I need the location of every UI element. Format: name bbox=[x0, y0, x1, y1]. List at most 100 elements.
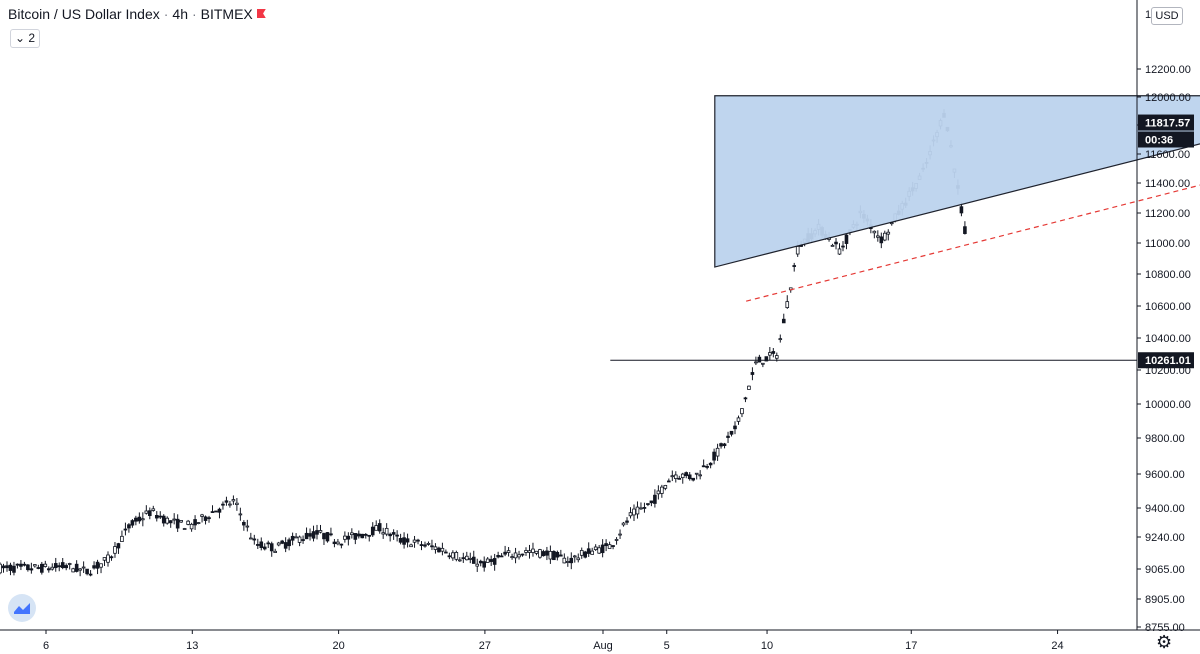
time-tick-label: 6 bbox=[43, 640, 49, 652]
candle-body bbox=[761, 362, 765, 365]
candle-body bbox=[266, 542, 271, 545]
candle bbox=[757, 354, 762, 363]
candle-body bbox=[99, 563, 103, 568]
candle bbox=[5, 561, 9, 572]
candle bbox=[19, 560, 23, 571]
candle-body bbox=[496, 555, 500, 558]
candle bbox=[729, 430, 734, 437]
candle bbox=[569, 552, 574, 570]
candle bbox=[663, 484, 668, 491]
candle-body bbox=[193, 519, 197, 526]
candle bbox=[792, 262, 797, 272]
candle-body bbox=[269, 543, 274, 552]
candle bbox=[179, 520, 183, 523]
candle bbox=[196, 522, 201, 525]
candle-body bbox=[701, 465, 706, 468]
candle bbox=[492, 553, 497, 571]
candle bbox=[53, 557, 58, 572]
candle-body bbox=[203, 516, 208, 521]
candle bbox=[726, 431, 730, 444]
candle-body bbox=[161, 515, 166, 524]
candle bbox=[844, 234, 849, 250]
candle bbox=[95, 559, 100, 575]
candle bbox=[963, 221, 967, 235]
candle-body bbox=[398, 538, 403, 543]
candle-body bbox=[85, 568, 89, 575]
candle-body bbox=[764, 356, 769, 362]
candle bbox=[15, 563, 20, 569]
candle bbox=[722, 442, 727, 449]
candle-body bbox=[113, 546, 117, 554]
candle bbox=[269, 541, 274, 557]
candle bbox=[677, 475, 682, 480]
candle-body bbox=[304, 532, 309, 540]
candle bbox=[593, 544, 598, 551]
candle-body bbox=[552, 551, 556, 561]
interval-label[interactable]: 4h bbox=[172, 6, 188, 22]
legend-toggle-button[interactable]: ⌄ 2 bbox=[10, 29, 40, 48]
candle bbox=[339, 543, 344, 549]
candle bbox=[50, 563, 55, 571]
candle bbox=[649, 500, 654, 507]
candle-body bbox=[325, 532, 330, 542]
candle-body bbox=[572, 555, 577, 558]
candle bbox=[590, 547, 594, 555]
candle bbox=[625, 517, 629, 525]
candle-body bbox=[297, 536, 302, 543]
candle bbox=[154, 511, 159, 522]
candle-body bbox=[1, 565, 6, 569]
candle bbox=[628, 507, 633, 519]
ascending-triangle bbox=[714, 95, 1200, 268]
candle bbox=[109, 555, 114, 561]
candle-body bbox=[489, 559, 493, 562]
candle-body bbox=[656, 490, 661, 495]
candle-body bbox=[562, 557, 567, 564]
gear-icon[interactable]: ⚙ bbox=[1156, 632, 1173, 652]
candle bbox=[607, 541, 612, 549]
candle-body bbox=[88, 573, 93, 576]
symbol-title[interactable]: Bitcoin / US Dollar Index bbox=[8, 6, 160, 22]
candle-body bbox=[134, 517, 138, 522]
candle-body bbox=[322, 533, 326, 540]
candle bbox=[381, 527, 385, 539]
candle bbox=[203, 515, 208, 525]
candle bbox=[8, 562, 13, 576]
candle-body bbox=[210, 511, 215, 513]
candle bbox=[46, 566, 51, 573]
candle bbox=[85, 568, 89, 576]
candle bbox=[12, 561, 16, 576]
header-separator: · bbox=[163, 6, 169, 22]
candle-body bbox=[492, 558, 497, 565]
time-tick-label: 13 bbox=[186, 640, 198, 652]
time-tick-label: 20 bbox=[332, 640, 344, 652]
candle bbox=[217, 507, 222, 519]
candle bbox=[879, 232, 884, 249]
candle bbox=[837, 243, 842, 255]
candle bbox=[475, 558, 480, 572]
candle-body bbox=[444, 551, 448, 554]
candle-body bbox=[102, 557, 107, 561]
candle bbox=[343, 531, 347, 543]
price-label-box bbox=[1138, 131, 1194, 148]
candle bbox=[168, 520, 173, 528]
candle-body bbox=[5, 565, 9, 569]
candle-body bbox=[733, 425, 737, 430]
candle bbox=[329, 527, 333, 537]
candle-body bbox=[217, 508, 222, 513]
candle bbox=[78, 567, 82, 577]
candle-body bbox=[579, 550, 584, 556]
tradingview-logo-icon[interactable] bbox=[8, 594, 36, 622]
candle-body bbox=[503, 551, 507, 555]
candle-body bbox=[43, 563, 48, 567]
candle-body bbox=[280, 540, 284, 544]
candle bbox=[346, 532, 351, 546]
candle-body bbox=[698, 474, 702, 477]
candle bbox=[384, 523, 389, 537]
flag-icon[interactable] bbox=[256, 9, 266, 18]
candle-body bbox=[660, 486, 664, 494]
price-label-box bbox=[1138, 352, 1194, 369]
candle bbox=[841, 241, 845, 252]
candle-body bbox=[538, 549, 542, 558]
currency-button[interactable]: USD bbox=[1151, 7, 1183, 25]
